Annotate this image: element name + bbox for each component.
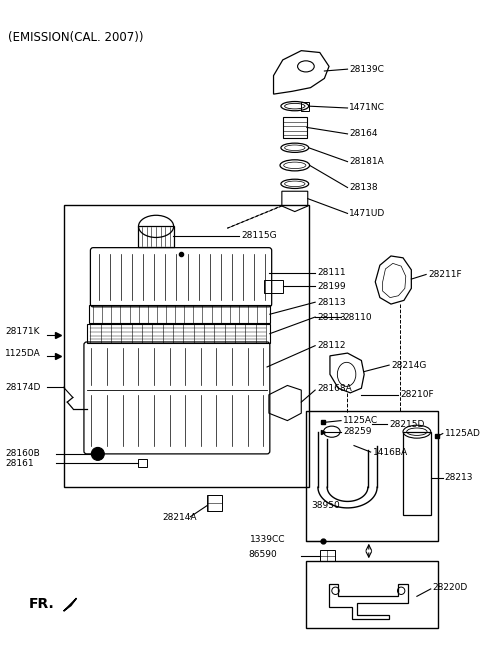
Text: 28211F: 28211F <box>428 270 462 279</box>
Bar <box>264 280 283 293</box>
Text: 1471NC: 1471NC <box>349 103 385 113</box>
Text: 1125AC: 1125AC <box>343 416 378 425</box>
Text: 1416BA: 1416BA <box>372 447 408 457</box>
Text: 28112: 28112 <box>317 341 346 350</box>
Text: 28181A: 28181A <box>349 157 384 166</box>
Bar <box>306 561 438 628</box>
Text: 28259: 28259 <box>343 427 372 436</box>
Text: 1339CC: 1339CC <box>251 535 286 544</box>
Polygon shape <box>63 598 76 611</box>
Text: 1471UD: 1471UD <box>349 209 385 218</box>
Text: 28174D: 28174D <box>5 383 41 392</box>
Text: 28213: 28213 <box>444 473 473 482</box>
Bar <box>283 117 307 138</box>
Text: 86590: 86590 <box>249 550 277 559</box>
Text: FR.: FR. <box>28 596 54 611</box>
Text: 28111: 28111 <box>317 268 346 277</box>
Bar <box>138 459 147 467</box>
Bar <box>301 101 309 111</box>
Bar <box>63 205 309 487</box>
Text: 28113: 28113 <box>317 298 346 306</box>
Text: 28110: 28110 <box>343 312 372 322</box>
Bar <box>320 550 335 561</box>
Text: 28210F: 28210F <box>400 390 434 399</box>
Bar <box>207 495 222 511</box>
Bar <box>139 227 174 246</box>
Text: 28164: 28164 <box>349 129 378 138</box>
Text: 28115G: 28115G <box>241 231 277 240</box>
Text: 28161: 28161 <box>5 459 34 468</box>
Bar <box>403 432 431 515</box>
Text: 28138: 28138 <box>349 183 378 192</box>
Text: 1125AD: 1125AD <box>444 429 480 438</box>
Text: 28215D: 28215D <box>389 420 424 429</box>
Text: 28214A: 28214A <box>163 513 197 522</box>
Text: 28214G: 28214G <box>391 360 426 370</box>
Text: 28160B: 28160B <box>5 449 40 459</box>
Text: 28113: 28113 <box>317 312 346 322</box>
Bar <box>89 305 270 324</box>
Text: 1125DA: 1125DA <box>5 349 41 358</box>
Text: 28139C: 28139C <box>349 65 384 74</box>
Text: 28171K: 28171K <box>5 328 40 336</box>
Text: (EMISSION(CAL. 2007)): (EMISSION(CAL. 2007)) <box>8 31 144 44</box>
Text: 28199: 28199 <box>317 282 346 291</box>
Text: 28220D: 28220D <box>432 583 468 592</box>
Text: 28168A: 28168A <box>317 384 352 393</box>
Bar <box>87 324 270 343</box>
Ellipse shape <box>91 447 104 461</box>
Text: 38950: 38950 <box>312 501 340 510</box>
Bar <box>306 411 438 541</box>
